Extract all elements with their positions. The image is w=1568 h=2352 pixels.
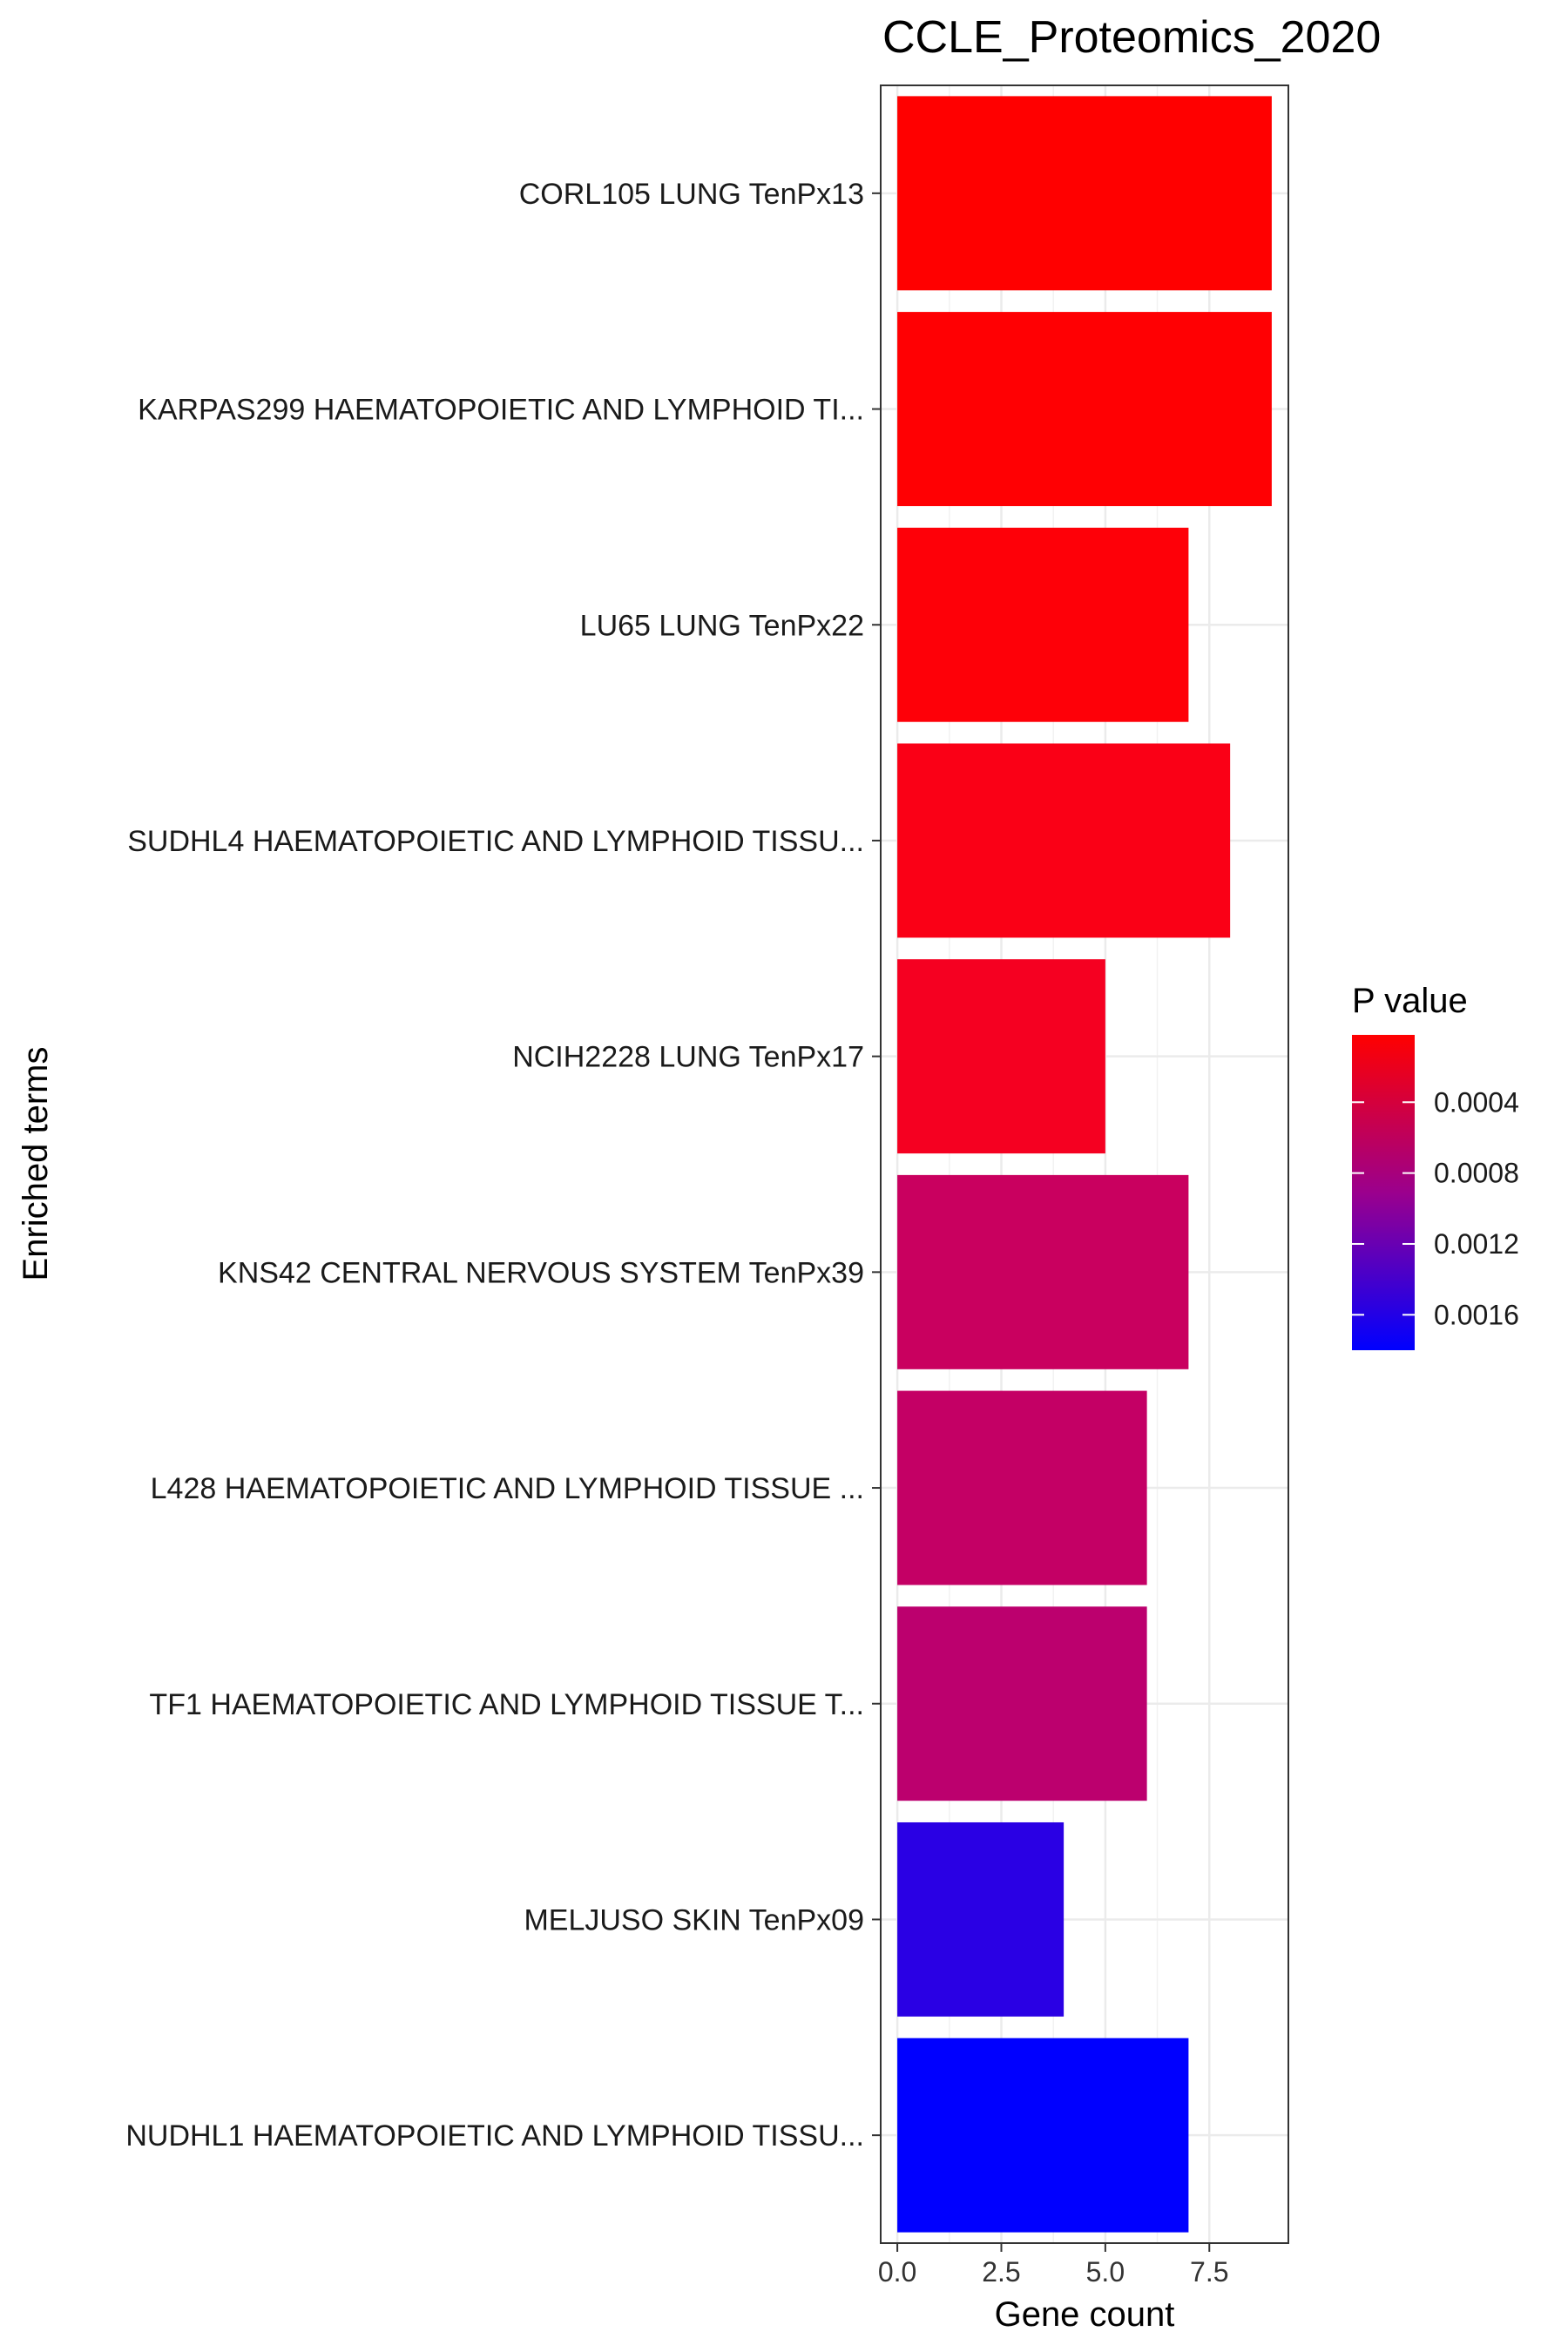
legend-title: P value [1352,982,1468,1020]
y-axis: CORL105 LUNG TenPx13 KARPAS299 HAEMATOPOI… [125,178,881,2153]
y-axis-title: Enriched terms [17,1047,55,1281]
x-axis-title: Gene count [995,2295,1175,2334]
y-tick-label: L428 HAEMATOPOIETIC AND LYMPHOID TISSUE … [151,1472,864,1505]
panel-border [880,84,1289,2244]
legend-ticks: 0.0004 0.0008 0.0012 0.0016 [1352,1086,1519,1330]
y-tick-label: KNS42 CENTRAL NERVOUS SYSTEM TenPx39 [218,1256,864,1289]
x-tick-label: 2.5 [982,2256,1020,2288]
bar [897,1606,1147,1801]
legend-tick-label: 0.0012 [1434,1228,1519,1260]
y-tick-label: SUDHL4 HAEMATOPOIETIC AND LYMPHOID TISSU… [127,825,864,858]
y-tick-label: MELJUSO SKIN TenPx09 [524,1903,864,1936]
bar [897,96,1272,291]
legend: P value 0.0004 0.0008 0.0012 0.0016 [1352,982,1519,1350]
y-tick-label: KARPAS299 HAEMATOPOIETIC AND LYMPHOID TI… [138,394,864,427]
x-tick-label: 7.5 [1190,2256,1228,2288]
x-axis: 0.0 2.5 5.0 7.5 [878,2243,1229,2288]
bar [897,2038,1189,2233]
x-tick-label: 5.0 [1086,2256,1125,2288]
bar [897,743,1231,938]
legend-tick-label: 0.0008 [1434,1158,1519,1189]
bar [897,959,1105,1154]
chart-title: CCLE_Proteomics_2020 [882,12,1381,63]
bar [897,1174,1189,1369]
bar [897,312,1272,507]
y-tick-label: CORL105 LUNG TenPx13 [519,178,864,211]
bar [897,527,1189,722]
y-tick-label: NUDHL1 HAEMATOPOIETIC AND LYMPHOID TISSU… [125,2119,864,2153]
bar [897,1821,1064,2017]
y-tick-label: TF1 HAEMATOPOIETIC AND LYMPHOID TISSUE T… [149,1688,864,1721]
bar [897,1390,1147,1585]
legend-tick-label: 0.0004 [1434,1086,1519,1118]
x-tick-label: 0.0 [878,2256,916,2288]
y-tick-label: NCIH2228 LUNG TenPx17 [512,1041,864,1074]
legend-colorbar [1352,1035,1415,1350]
y-tick-label: LU65 LUNG TenPx22 [580,609,864,642]
legend-tick-label: 0.0016 [1434,1299,1519,1330]
bars [897,96,1272,2233]
